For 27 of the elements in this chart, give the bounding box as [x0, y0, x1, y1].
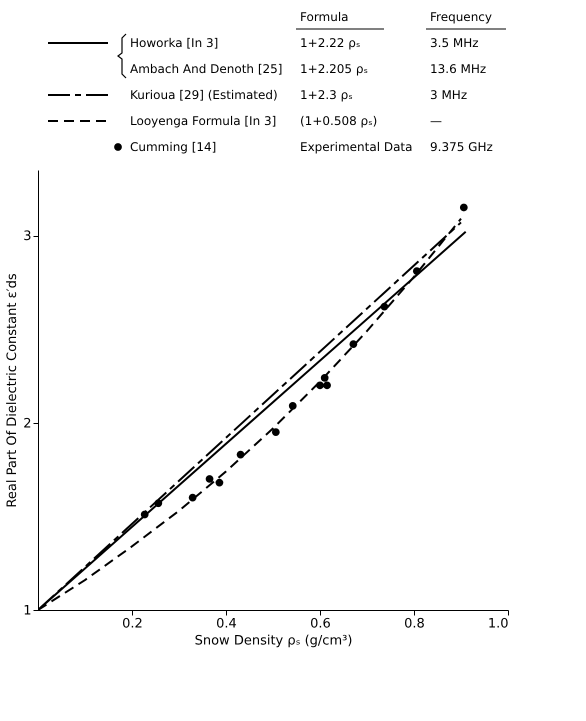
text: 1+2.22 ρₛ — [300, 36, 360, 50]
x-axis-title: Snow Density ρₛ (g/cm³) — [194, 634, 352, 648]
text: 13.6 MHz — [430, 62, 486, 76]
text: Frequency — [430, 10, 492, 24]
text: 1+2.3 ρₛ — [300, 88, 353, 102]
text: 9.375 GHz — [430, 140, 493, 154]
y-tick-label: 3 — [23, 229, 32, 244]
x-tick-label: 0.2 — [122, 616, 143, 632]
text: (1+0.508 ρₛ) — [300, 114, 378, 128]
x-tick-label: 0.6 — [310, 616, 331, 632]
legend-label: Cumming [14] — [130, 140, 216, 154]
x-tick-label: 0.8 — [404, 616, 425, 632]
x-tick-label: 0.4 — [216, 616, 237, 632]
legend-label: Howorka [In 3] — [130, 36, 218, 50]
y-tick-label: 2 — [23, 416, 32, 432]
text: Experimental Data — [300, 140, 412, 154]
text: 3 MHz — [430, 88, 468, 102]
legend-label: Looyenga Formula [In 3] — [130, 114, 276, 128]
y-tick-label: 1 — [23, 604, 32, 618]
text: 1+2.205 ρₛ — [300, 62, 368, 76]
text: Ambach And Denoth [25] — [130, 62, 282, 76]
y-axis-title: Real Part Of Dielectric Constant ε′ds — [5, 273, 20, 508]
text: — — [430, 114, 442, 128]
legend-label: Kurioua [29] (Estimated) — [130, 88, 278, 102]
text: 3.5 MHz — [430, 36, 479, 50]
text: Formula — [300, 10, 349, 24]
x-tick-label: 1.0 — [488, 616, 508, 632]
